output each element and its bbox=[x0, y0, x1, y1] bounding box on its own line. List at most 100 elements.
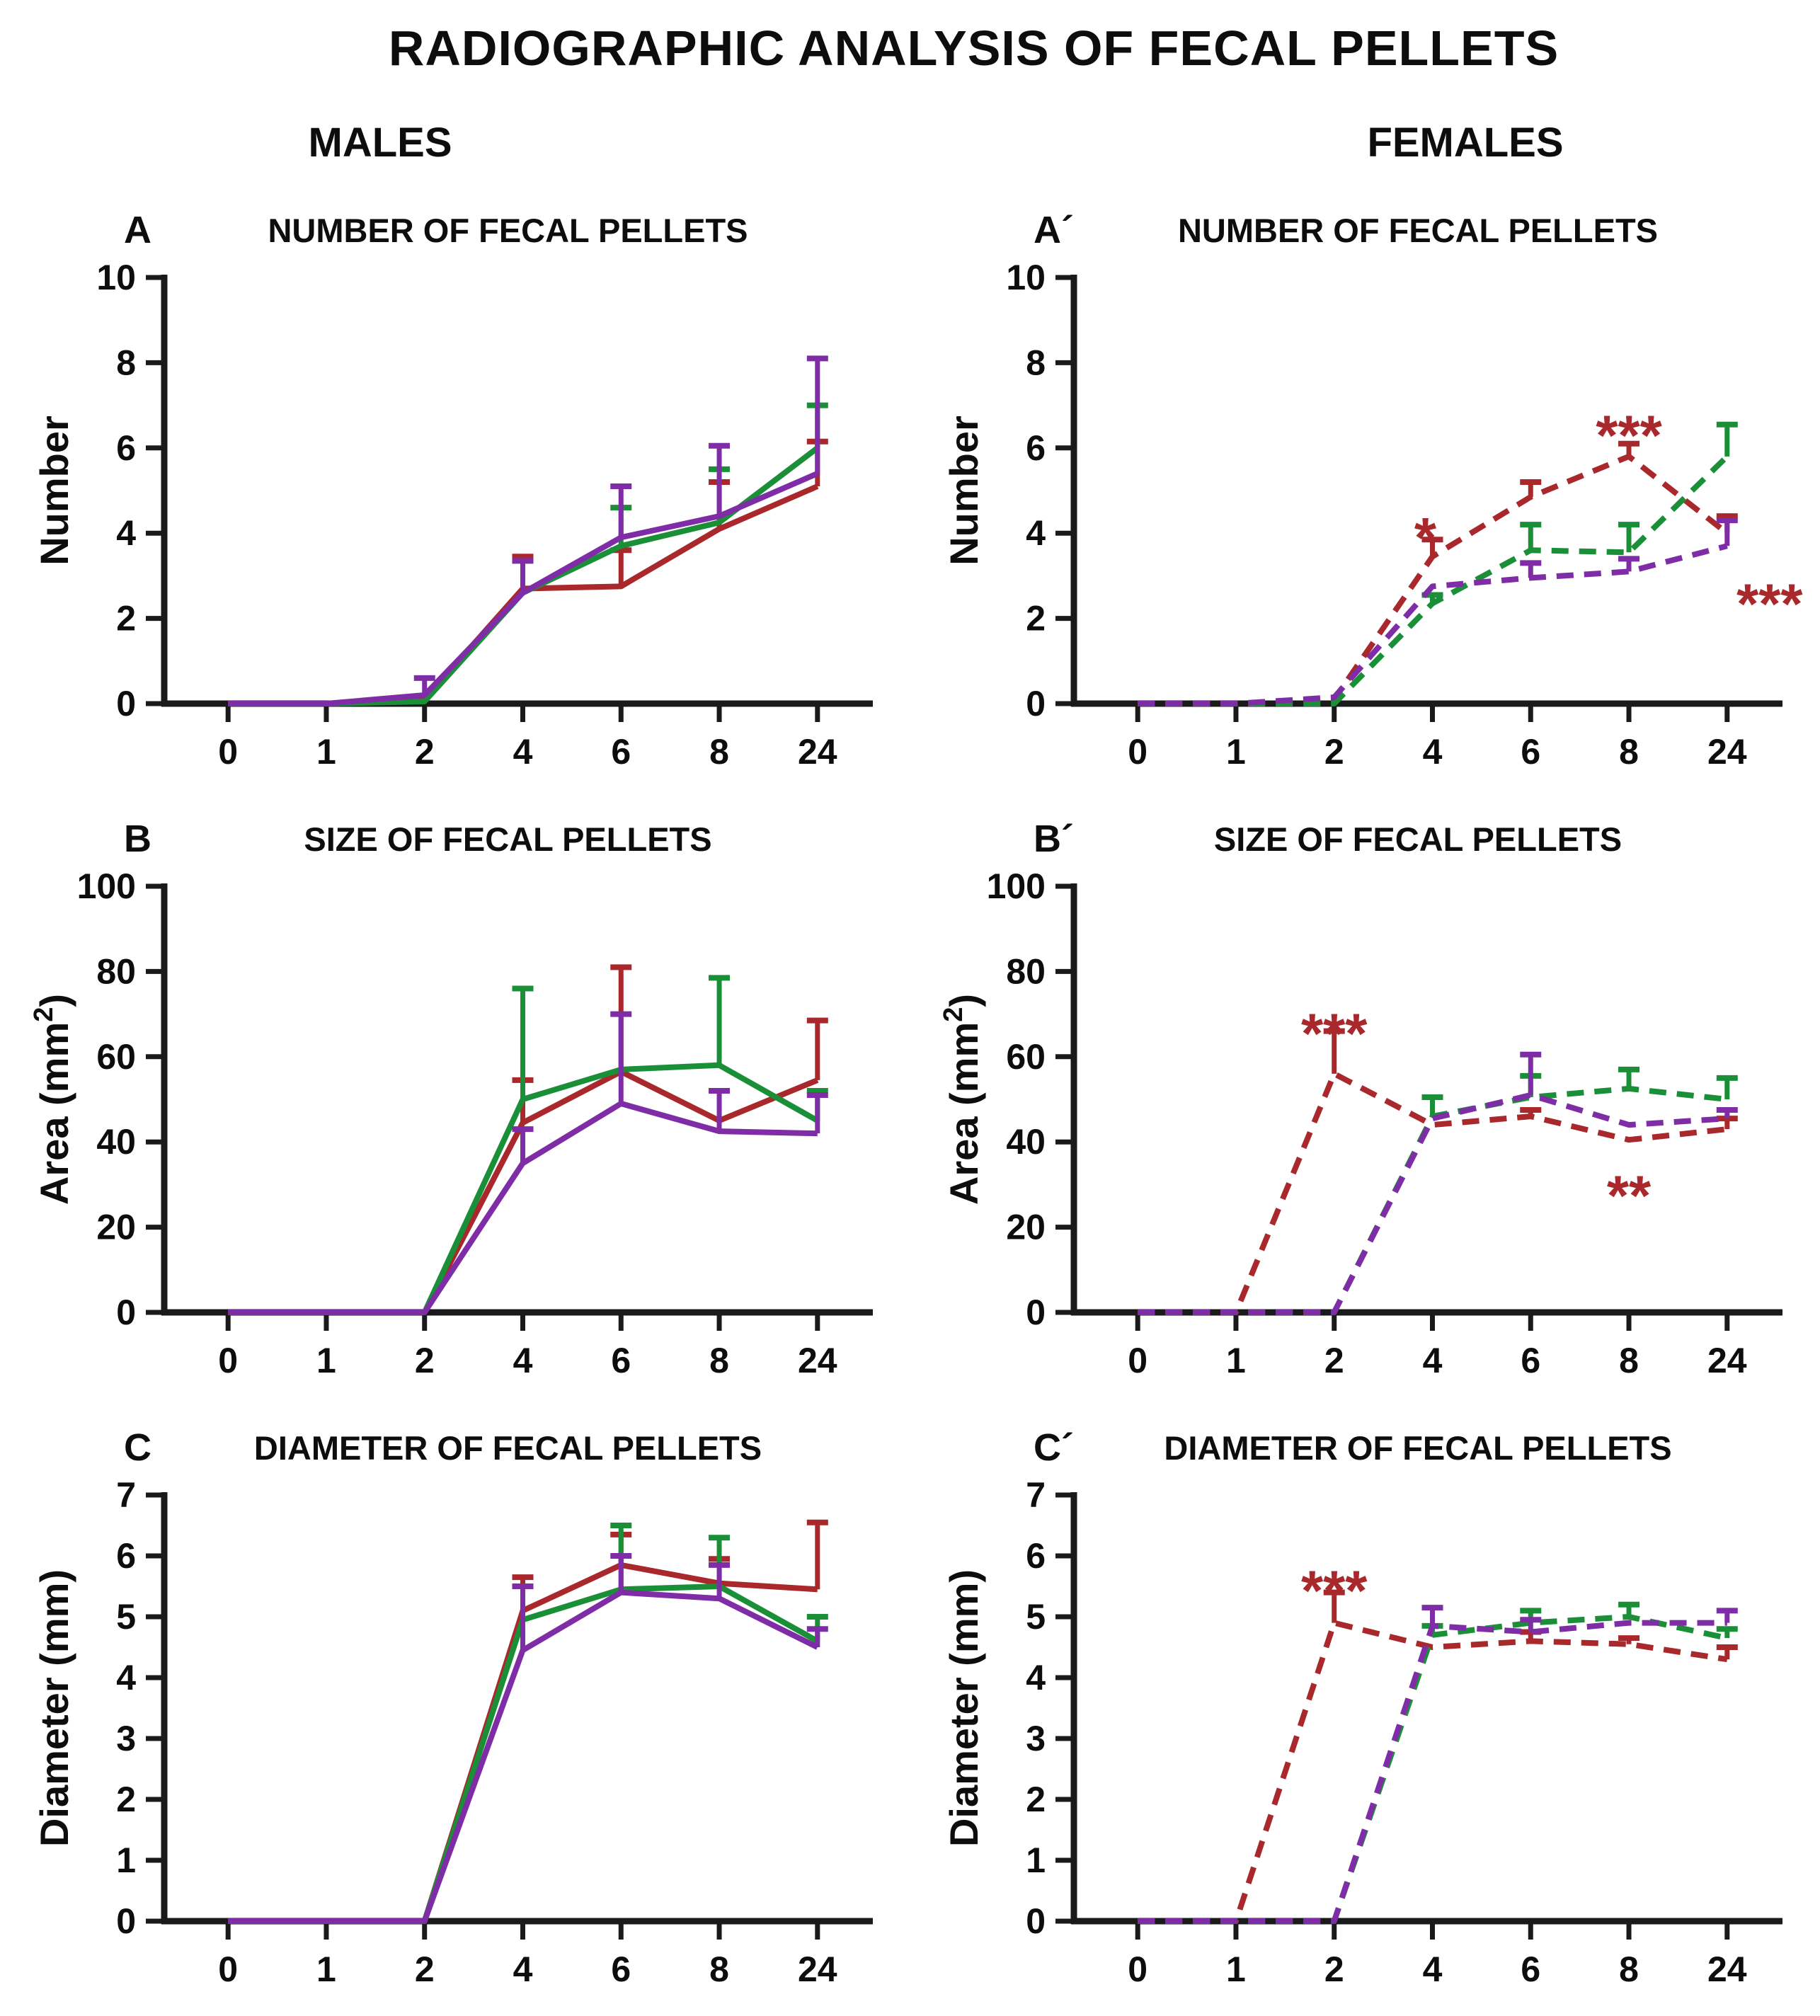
y-axis-label: Diameter (mm) bbox=[942, 1569, 986, 1847]
y-tick-label: 6 bbox=[116, 1536, 136, 1576]
y-tick-label: 1 bbox=[1026, 1840, 1046, 1880]
purple-series bbox=[1138, 517, 1738, 706]
y-tick-label: 10 bbox=[1006, 258, 1046, 297]
y-axis-label: Area (mm2) bbox=[29, 994, 76, 1205]
x-tick-label: 0 bbox=[1128, 1341, 1147, 1380]
y-tick-label: 4 bbox=[116, 1658, 136, 1697]
y-tick-label: 20 bbox=[96, 1208, 136, 1247]
green-series-line bbox=[1138, 1614, 1728, 1924]
column-header-females: FEMALES bbox=[1367, 120, 1564, 166]
y-tick-label: 0 bbox=[1026, 1901, 1046, 1941]
significance-stars: *** bbox=[1301, 1559, 1368, 1622]
green-series-line bbox=[228, 1062, 819, 1315]
x-tick-label: 2 bbox=[1324, 1949, 1344, 1989]
panel-letter: A bbox=[124, 209, 151, 251]
y-tick-label: 5 bbox=[116, 1597, 136, 1637]
panel-header: A NUMBER OF FECAL PELLETS bbox=[0, 190, 910, 251]
y-tick-label: 60 bbox=[96, 1037, 136, 1077]
x-tick-label: 0 bbox=[218, 732, 238, 772]
green-series-line bbox=[1138, 454, 1729, 706]
purple-series bbox=[228, 355, 828, 706]
panel-header: B SIZE OF FECAL PELLETS bbox=[0, 798, 910, 860]
panel-6: C´ DIAMETER OF FECAL PELLETS 0 1 2 3 4 5 6 7 0 1 2… bbox=[910, 1407, 1820, 2016]
y-tick-label: 40 bbox=[1006, 1122, 1046, 1162]
panel-title: SIZE OF FECAL PELLETS bbox=[304, 820, 712, 858]
x-tick-label: 8 bbox=[709, 1949, 729, 1989]
x-tick-label: 24 bbox=[798, 732, 837, 772]
x-tick-label: 2 bbox=[1324, 1341, 1344, 1380]
x-tick-label: 0 bbox=[1128, 732, 1147, 772]
panel-letter: B´ bbox=[1034, 818, 1074, 860]
x-tick-label: 4 bbox=[1423, 1949, 1443, 1989]
y-tick-label: 0 bbox=[1026, 1293, 1046, 1332]
x-tick-label: 1 bbox=[316, 1341, 336, 1380]
red-series bbox=[228, 964, 828, 1315]
panel-header: B´ SIZE OF FECAL PELLETS bbox=[910, 798, 1820, 860]
x-tick-label: 2 bbox=[1324, 732, 1344, 772]
x-tick-label: 1 bbox=[1226, 732, 1246, 772]
purple-series-line bbox=[1138, 1092, 1728, 1315]
x-tick-label: 24 bbox=[798, 1949, 837, 1989]
x-tick-label: 24 bbox=[1707, 1949, 1747, 1989]
x-tick-label: 6 bbox=[611, 1341, 631, 1380]
red-series-line bbox=[1138, 1620, 1728, 1924]
x-tick-label: 0 bbox=[218, 1341, 238, 1380]
y-tick-label: 100 bbox=[987, 866, 1046, 906]
y-tick-label: 2 bbox=[1026, 1780, 1046, 1819]
x-tick-label: 6 bbox=[611, 1949, 631, 1989]
y-tick-label: 60 bbox=[1006, 1037, 1046, 1077]
y-axis-label: Diameter (mm) bbox=[32, 1569, 76, 1847]
x-tick-label: 4 bbox=[513, 1949, 533, 1989]
panel-title: DIAMETER OF FECAL PELLETS bbox=[1164, 1429, 1672, 1467]
figure-title: RADIOGRAPHIC ANALYSIS OF FECAL PELLETS bbox=[388, 21, 1559, 76]
x-tick-label: 1 bbox=[316, 1949, 336, 1989]
y-tick-label: 8 bbox=[116, 343, 136, 382]
panel-header: A´ NUMBER OF FECAL PELLETS bbox=[910, 190, 1820, 251]
y-tick-label: 6 bbox=[1026, 428, 1046, 468]
panel-header: C DIAMETER OF FECAL PELLETS bbox=[0, 1407, 910, 1469]
x-tick-label: 2 bbox=[415, 732, 435, 772]
red-series bbox=[1138, 1589, 1738, 1924]
y-tick-label: 3 bbox=[116, 1719, 136, 1758]
y-tick-label: 5 bbox=[1026, 1597, 1046, 1637]
y-tick-label: 2 bbox=[1026, 599, 1046, 638]
x-tick-label: 4 bbox=[513, 732, 533, 772]
panel-title: NUMBER OF FECAL PELLETS bbox=[1177, 212, 1659, 249]
y-tick-label: 6 bbox=[1026, 1536, 1046, 1576]
y-tick-label: 7 bbox=[1026, 1475, 1046, 1515]
significance-stars: *** bbox=[1736, 572, 1803, 635]
x-tick-label: 24 bbox=[798, 1341, 837, 1380]
panel-title: DIAMETER OF FECAL PELLETS bbox=[253, 1429, 762, 1467]
significance-stars: ** bbox=[1607, 1164, 1652, 1227]
panel-letter: B bbox=[124, 818, 151, 860]
purple-series bbox=[228, 1011, 828, 1315]
y-tick-label: 7 bbox=[116, 1475, 136, 1515]
x-tick-label: 1 bbox=[1226, 1341, 1246, 1380]
y-tick-label: 4 bbox=[1026, 1658, 1046, 1697]
x-tick-label: 8 bbox=[1619, 732, 1639, 772]
column-header-males: MALES bbox=[308, 120, 452, 166]
y-tick-label: 40 bbox=[96, 1122, 136, 1162]
x-tick-label: 6 bbox=[1521, 732, 1540, 772]
x-tick-label: 8 bbox=[709, 1341, 729, 1380]
significance-stars: * bbox=[1414, 506, 1437, 569]
panel-letter: A´ bbox=[1034, 209, 1074, 251]
y-tick-label: 0 bbox=[116, 1901, 136, 1941]
x-tick-label: 6 bbox=[1521, 1341, 1540, 1380]
y-axis-label: Number bbox=[32, 416, 76, 566]
y-tick-label: 1 bbox=[116, 1840, 136, 1880]
y-tick-label: 80 bbox=[96, 951, 136, 991]
x-tick-label: 8 bbox=[709, 732, 729, 772]
panel-3: B SIZE OF FECAL PELLETS 0 20 40 60 80 100 0 1 2 4… bbox=[0, 798, 910, 1407]
green-series bbox=[228, 975, 828, 1315]
panel-title: NUMBER OF FECAL PELLETS bbox=[268, 212, 748, 249]
x-tick-label: 4 bbox=[1423, 732, 1443, 772]
